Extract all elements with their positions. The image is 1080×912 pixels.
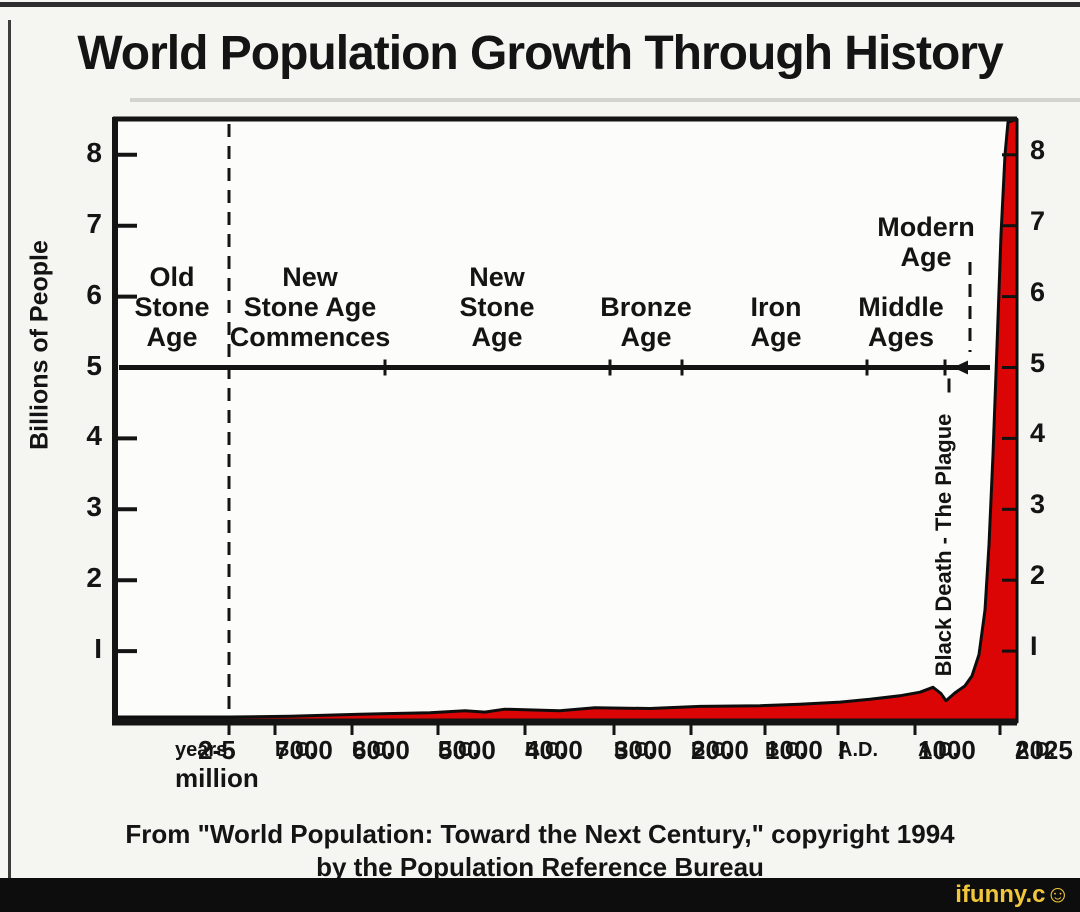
y-axis-title: Billions of People — [25, 240, 54, 450]
y-axis-label-left: 8 — [86, 136, 102, 168]
x-tick-era: B.C. — [691, 739, 731, 761]
era-label: Old Stone Age — [134, 262, 210, 352]
watermark-brand: ifunny.c — [955, 881, 1046, 908]
plot-background — [115, 119, 1017, 722]
x-tick-year: 3000 — [614, 735, 672, 765]
y-axis-label-right: 4 — [1030, 418, 1046, 449]
source-caption: From "World Population: Toward the Next … — [0, 818, 1080, 884]
left-frame-line — [8, 20, 11, 878]
black-death-annotation: Black Death - The Plague — [931, 413, 956, 677]
y-axis-label-right: 3 — [1030, 489, 1046, 520]
y-axis-label-left: I — [94, 633, 102, 665]
source-caption-line1: From "World Population: Toward the Next … — [125, 819, 955, 849]
x-tick-era: A.D. — [838, 739, 878, 761]
x-tick-era: A.D. — [1015, 739, 1055, 761]
x-tick-year: 4000 — [525, 735, 583, 765]
population-chart-svg — [112, 98, 1080, 735]
x-tick-era: B.C. — [614, 739, 654, 761]
y-axis-label-right: 5 — [1030, 347, 1046, 378]
y-axis-label-left: 5 — [86, 349, 102, 381]
x-tick-year: 7000 — [275, 735, 333, 765]
x-tick-year: 1000 — [918, 735, 976, 765]
x-tick-era: years — [175, 739, 228, 761]
y-axis-label-right: 8 — [1030, 134, 1046, 165]
y-axis-label-right: 6 — [1030, 276, 1046, 307]
y-axis-label-right: 7 — [1030, 205, 1046, 236]
x-tick-era: B.C. — [525, 739, 565, 761]
y-axis-label-left: 2 — [86, 562, 102, 594]
x-tick-year: I — [838, 735, 846, 765]
era-label: Middle Ages — [858, 292, 944, 352]
source-caption-line2: by the Population Reference Bureau — [316, 852, 764, 882]
era-label: New Stone Age — [459, 262, 535, 352]
x-tick-era: B.C. — [352, 739, 392, 761]
watermark-bar: ifunny.c☺ — [0, 878, 1080, 912]
smiley-icon: ☺ — [1045, 881, 1070, 908]
x-tick-era: A.D. — [918, 739, 958, 761]
top-frame-line — [0, 2, 1080, 7]
era-label: Bronze Age — [600, 292, 692, 352]
y-axis-label-left: 3 — [86, 491, 102, 523]
watermark-text: ifunny.c☺ — [955, 881, 1070, 909]
x-tick-year: 2025 — [1015, 735, 1073, 765]
chart-title: World Population Growth Through History — [77, 27, 1003, 80]
x-tick-year: 1000 — [765, 735, 823, 765]
scan-artifact-line — [130, 98, 1080, 102]
y-axis-label-left: 7 — [86, 207, 102, 239]
x-tick-year: 2000 — [691, 735, 749, 765]
timeline-arrow — [953, 360, 968, 375]
era-label: Iron Age — [750, 292, 802, 352]
x-tick-year: 2-5 million — [175, 735, 259, 793]
population-area — [113, 117, 1019, 724]
era-label: Modern Age — [877, 212, 975, 272]
x-tick-era: B.C. — [765, 739, 805, 761]
x-tick-era: B.C. — [275, 739, 315, 761]
x-tick-year: 6000 — [352, 735, 410, 765]
y-axis-label-right: I — [1030, 631, 1038, 662]
y-axis-label-left: 6 — [86, 278, 102, 310]
x-tick-era: B.C. — [438, 739, 478, 761]
era-label: New Stone Age Commences — [229, 262, 391, 352]
y-axis-label-left: 4 — [86, 420, 102, 452]
x-tick-year: 5000 — [438, 735, 496, 765]
y-axis-label-right: 2 — [1030, 560, 1046, 591]
